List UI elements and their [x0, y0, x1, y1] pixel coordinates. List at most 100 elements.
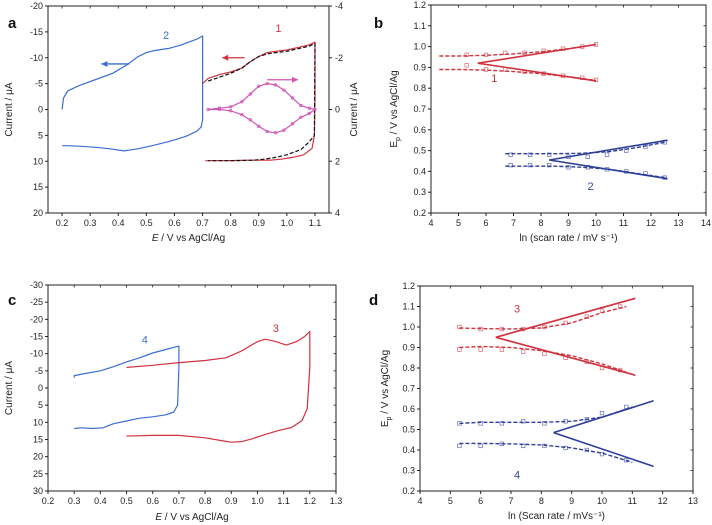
y-tick-label: 15 — [33, 435, 43, 445]
plot-frame-c — [47, 284, 337, 492]
x-tick-label: 0.8 — [199, 496, 212, 506]
series-point — [248, 92, 252, 96]
data-point — [542, 351, 547, 356]
y-tick-label: 0.3 — [402, 466, 415, 476]
x-tick-label: 4 — [417, 496, 422, 506]
series-point — [257, 84, 261, 88]
y2-tick-label: -2 — [335, 53, 343, 63]
x-axis-label: ln (Scan rate / mVs⁻¹) — [508, 511, 605, 522]
series-line-4 — [73, 345, 180, 430]
x-tick-label: 1.1 — [309, 218, 322, 228]
y-tick-label: 30 — [33, 486, 43, 496]
panel-label-d: d — [369, 292, 378, 309]
series-line-1-ac — [208, 82, 316, 134]
data-point — [585, 165, 590, 170]
data-point — [499, 326, 505, 332]
x-tick-label: 12 — [646, 218, 656, 228]
x-tick-label: 0.3 — [84, 218, 97, 228]
series-line-2 — [61, 35, 204, 152]
y-tick-label: 1.0 — [413, 42, 426, 52]
series-point — [290, 96, 295, 100]
x-tick-label: 9 — [566, 218, 571, 228]
data-point — [584, 417, 589, 422]
data-point — [508, 163, 513, 168]
y-tick-label: 10 — [33, 417, 43, 427]
series-line-3 — [126, 330, 311, 443]
data-point — [527, 163, 533, 168]
y-tick-label: 0.2 — [402, 486, 415, 496]
data-point — [643, 171, 648, 176]
data-point — [478, 421, 483, 426]
x-axis-label-symbol: E — [152, 233, 159, 244]
data-point — [464, 63, 469, 68]
x-tick-label: 12 — [658, 496, 668, 506]
y-tick-label: 0.4 — [413, 166, 426, 176]
y-tick-label: 0.7 — [402, 384, 415, 394]
x-tick-label: 11 — [619, 218, 628, 228]
data-point — [464, 52, 469, 58]
y-tick-label: 0.6 — [402, 404, 415, 414]
fit-line-4-fit-cathodic — [459, 442, 633, 463]
plot-frame-b — [430, 4, 707, 214]
data-point — [662, 140, 667, 145]
y-tick-label: 0.2 — [413, 208, 426, 218]
fit-line-2-lin-anodic — [549, 139, 668, 161]
data-point — [624, 458, 629, 463]
x-tick-label: 0.6 — [146, 496, 159, 506]
x-tick-label: 6 — [483, 218, 488, 228]
series-point — [282, 88, 286, 92]
y-tick-label: -20 — [30, 314, 43, 324]
data-point — [599, 451, 605, 457]
data-point — [457, 421, 462, 426]
y-tick-label: 5 — [38, 400, 43, 410]
left-arrow-icon-head — [101, 60, 108, 67]
data-point — [499, 421, 505, 426]
x-tick-label: 5 — [456, 218, 461, 228]
series-point — [299, 115, 303, 119]
x-tick-label: 0.5 — [120, 496, 133, 506]
x-tick-label: 1.2 — [304, 496, 317, 506]
series-point — [217, 107, 222, 112]
x-tick-label: 10 — [591, 218, 601, 228]
data-point — [503, 67, 508, 72]
data-point — [542, 324, 547, 330]
series-point — [206, 107, 210, 112]
x-tick-label: 14 — [701, 218, 711, 228]
data-point — [522, 50, 527, 55]
x-tick-label: 1.1 — [277, 496, 290, 506]
y-tick-label: 0.5 — [402, 425, 415, 435]
y2-tick-label: 2 — [335, 156, 340, 166]
data-point — [499, 347, 505, 352]
data-point — [520, 419, 526, 424]
data-point — [563, 419, 568, 424]
x-tick-label: 11 — [628, 496, 637, 506]
curve-label-1: 1 — [275, 23, 281, 35]
y-tick-label: 20 — [33, 208, 43, 218]
series-line-1-fit — [208, 42, 316, 162]
x-axis-label: E / V vs AgCl/Ag — [152, 233, 225, 244]
series-point — [290, 122, 295, 126]
data-point — [662, 175, 667, 180]
data-point — [520, 443, 526, 449]
y-tick-label: -5 — [35, 79, 43, 89]
y-axis-label-text: / V vs AgCl/Ag — [389, 70, 400, 137]
y-axis-label-subscript: p — [395, 137, 402, 141]
fit-line-3-fit-cathodic — [459, 345, 627, 373]
y-tick-label: -15 — [30, 27, 43, 37]
series-point — [273, 131, 278, 135]
data-point — [542, 421, 547, 426]
y-tick-label: -10 — [30, 53, 43, 63]
y-tick-label: -20 — [30, 1, 43, 11]
x-tick-label: 4 — [428, 218, 433, 228]
x-axis-label-symbol: E — [155, 512, 162, 523]
series-point — [257, 124, 261, 128]
x-tick-label: 0.2 — [56, 218, 69, 228]
x-tick-label: 7 — [508, 496, 513, 506]
x-tick-label: 0.3 — [68, 496, 81, 506]
x-axis-label: E / V vs AgCl/Ag — [155, 512, 228, 523]
y-tick-label: -15 — [30, 332, 43, 342]
data-point — [547, 163, 552, 168]
y-axis-label-text: / V vs AgCl/Ag — [380, 350, 391, 417]
data-point — [478, 443, 483, 449]
